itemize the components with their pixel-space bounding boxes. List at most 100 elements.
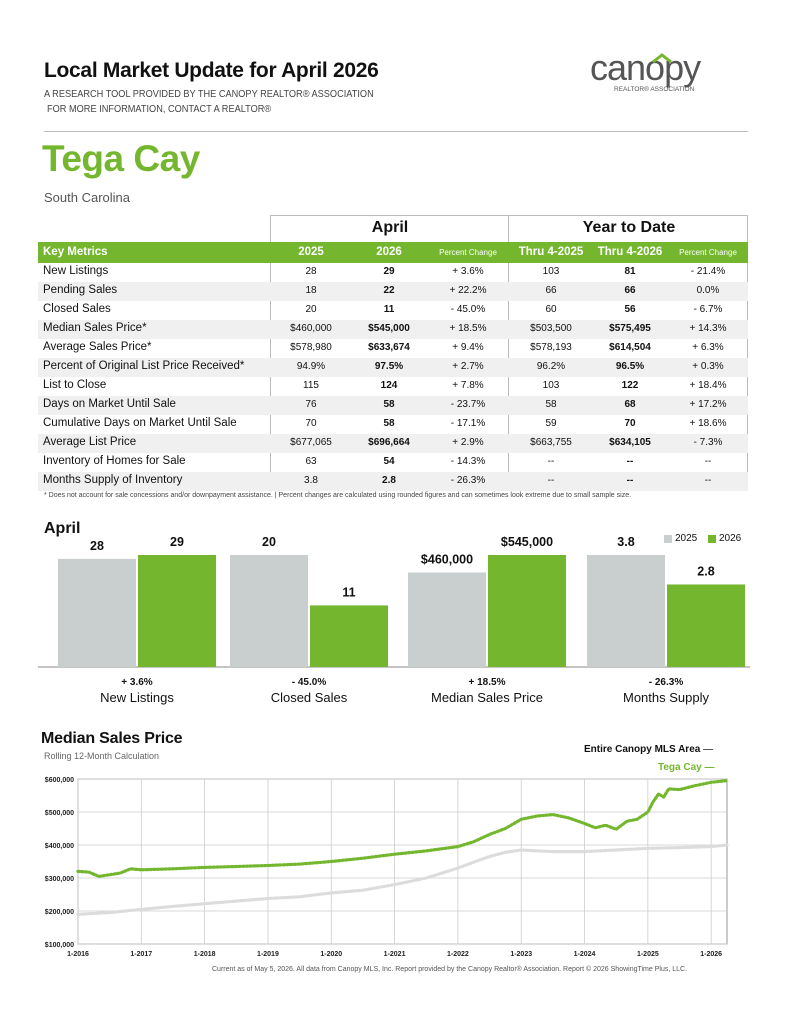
metric-value: -- — [704, 475, 712, 486]
metric-value: 56 — [624, 304, 636, 315]
state-name: South Carolina — [44, 190, 130, 205]
bar-2025 — [587, 555, 665, 667]
metric-value: 54 — [383, 456, 395, 467]
table-group-ytd: Year to Date — [582, 219, 676, 236]
line-legend-local: Tega Cay — — [658, 762, 715, 773]
x-tick-label: 1-2022 — [447, 951, 469, 958]
line-legend-mls-label: Entire Canopy MLS Area — [584, 744, 701, 755]
x-tick-label: 1-2020 — [320, 951, 342, 958]
line-legend-mls: Entire Canopy MLS Area — — [584, 744, 714, 755]
metric-value: $614,504 — [609, 342, 651, 353]
metric-value: - 26.3% — [450, 475, 486, 486]
header-divider — [44, 131, 748, 132]
metric-value: + 18.5% — [449, 323, 487, 334]
metric-value: 11 — [383, 304, 395, 315]
table-group-april: April — [371, 219, 409, 236]
bar-change-label: + 3.6% — [121, 677, 153, 688]
metric-value: 81 — [624, 266, 636, 277]
metric-value: -- — [547, 475, 555, 486]
table-row: Median Sales Price* $460,000 $545,000 + 18.… — [38, 320, 748, 339]
metric-value: 18 — [305, 285, 317, 296]
y-tick-label: $200,000 — [45, 909, 74, 916]
line-legend-local-label: Tega Cay — [658, 762, 702, 773]
bar-value-label: 29 — [170, 535, 184, 549]
metric-value: 70 — [305, 418, 317, 429]
metric-value: $460,000 — [290, 323, 332, 334]
bar-value-label: $460,000 — [421, 552, 473, 566]
metric-value: 68 — [624, 399, 636, 410]
report-subtitle: A RESEARCH TOOL PROVIDED BY THE CANOPY R… — [44, 89, 374, 100]
metric-label: Average List Price — [43, 436, 137, 448]
header-thru-2026: Thru 4-2026 — [597, 246, 663, 258]
metric-value: 66 — [624, 285, 636, 296]
metric-value: + 7.8% — [452, 380, 484, 391]
metric-value: 58 — [383, 418, 395, 429]
metric-value: $696,664 — [368, 437, 410, 448]
legend-label-2025: 2025 — [675, 533, 698, 544]
metric-value: + 22.2% — [449, 285, 487, 296]
table-group-divider — [508, 215, 509, 489]
metric-value: + 3.6% — [452, 266, 484, 277]
legend-2026: 2026 — [708, 533, 741, 544]
bar-2026 — [488, 555, 566, 667]
metric-value: + 2.7% — [452, 361, 484, 372]
metric-value: 0.0% — [696, 285, 720, 296]
metric-value: -- — [626, 456, 634, 467]
bar-2026 — [310, 605, 388, 667]
bar-category-label: New Listings — [100, 690, 174, 705]
bar-2026 — [667, 584, 745, 667]
metric-value: $578,193 — [530, 342, 572, 353]
y-tick-label: $400,000 — [45, 843, 74, 850]
metric-value: $634,105 — [609, 437, 651, 448]
series-line-local — [76, 778, 729, 879]
metric-value: + 0.3% — [692, 361, 724, 372]
x-tick-label: 1-2026 — [700, 951, 722, 958]
metric-value: + 2.9% — [452, 437, 484, 448]
metric-value: 96.2% — [536, 361, 566, 372]
metric-value: $545,000 — [368, 323, 410, 334]
metric-value: - 17.1% — [450, 418, 486, 429]
bar-category-label: Months Supply — [623, 690, 709, 705]
metric-value: 103 — [542, 380, 560, 391]
table-row: Days on Market Until Sale 76 58 - 23.7% 58 68… — [38, 396, 748, 415]
bar-value-label: 28 — [90, 539, 104, 553]
metric-label: Average Sales Price* — [43, 341, 152, 353]
metric-label: Closed Sales — [43, 303, 111, 315]
table-row: New Listings 28 29 + 3.6% 103 81 - 21.4% — [38, 263, 748, 282]
report-contact-line: FOR MORE INFORMATION, CONTACT A REALTOR® — [47, 104, 272, 115]
metric-value: $578,980 — [290, 342, 332, 353]
metric-value: 76 — [305, 399, 317, 410]
metric-value: 103 — [542, 266, 560, 277]
y-tick-label: $500,000 — [45, 810, 74, 817]
table-row: Cumulative Days on Market Until Sale 70 58… — [38, 415, 748, 434]
metric-value: 29 — [383, 266, 395, 277]
metric-value: 96.5% — [615, 361, 645, 372]
bar-value-label: $545,000 — [501, 535, 553, 549]
metric-value: 22 — [383, 285, 395, 296]
metric-value: $633,674 — [368, 342, 410, 353]
page-footer: Current as of May 5, 2026. All data from… — [212, 966, 688, 973]
bar-2025 — [408, 572, 486, 667]
metric-value: 124 — [380, 380, 398, 391]
metric-value: 28 — [305, 266, 317, 277]
x-tick-label: 1-2024 — [574, 951, 596, 958]
metric-value: -- — [547, 456, 555, 467]
x-tick-label: 1-2025 — [637, 951, 659, 958]
canopy-logo: canopy REALTOR® ASSOCIATION — [590, 52, 702, 93]
header-percent-change-ytd: Percent Change — [679, 248, 737, 257]
series-line-mls — [76, 843, 729, 916]
legend-swatch-2025 — [664, 534, 672, 543]
table-row: Average Sales Price* $578,980 $633,674 + 9.… — [38, 339, 748, 358]
metric-value: - 7.3% — [693, 437, 723, 448]
metric-label: Cumulative Days on Market Until Sale — [43, 417, 237, 429]
header-2026: 2026 — [376, 246, 402, 258]
metric-value: 59 — [545, 418, 557, 429]
metric-label: List to Close — [43, 379, 107, 391]
x-tick-label: 1-2021 — [384, 951, 406, 958]
metric-value: -- — [704, 456, 712, 467]
table-header-row — [38, 242, 748, 263]
header-key-metrics: Key Metrics — [43, 246, 108, 258]
metric-value: $503,500 — [530, 323, 572, 334]
metric-value: 97.5% — [374, 361, 404, 372]
